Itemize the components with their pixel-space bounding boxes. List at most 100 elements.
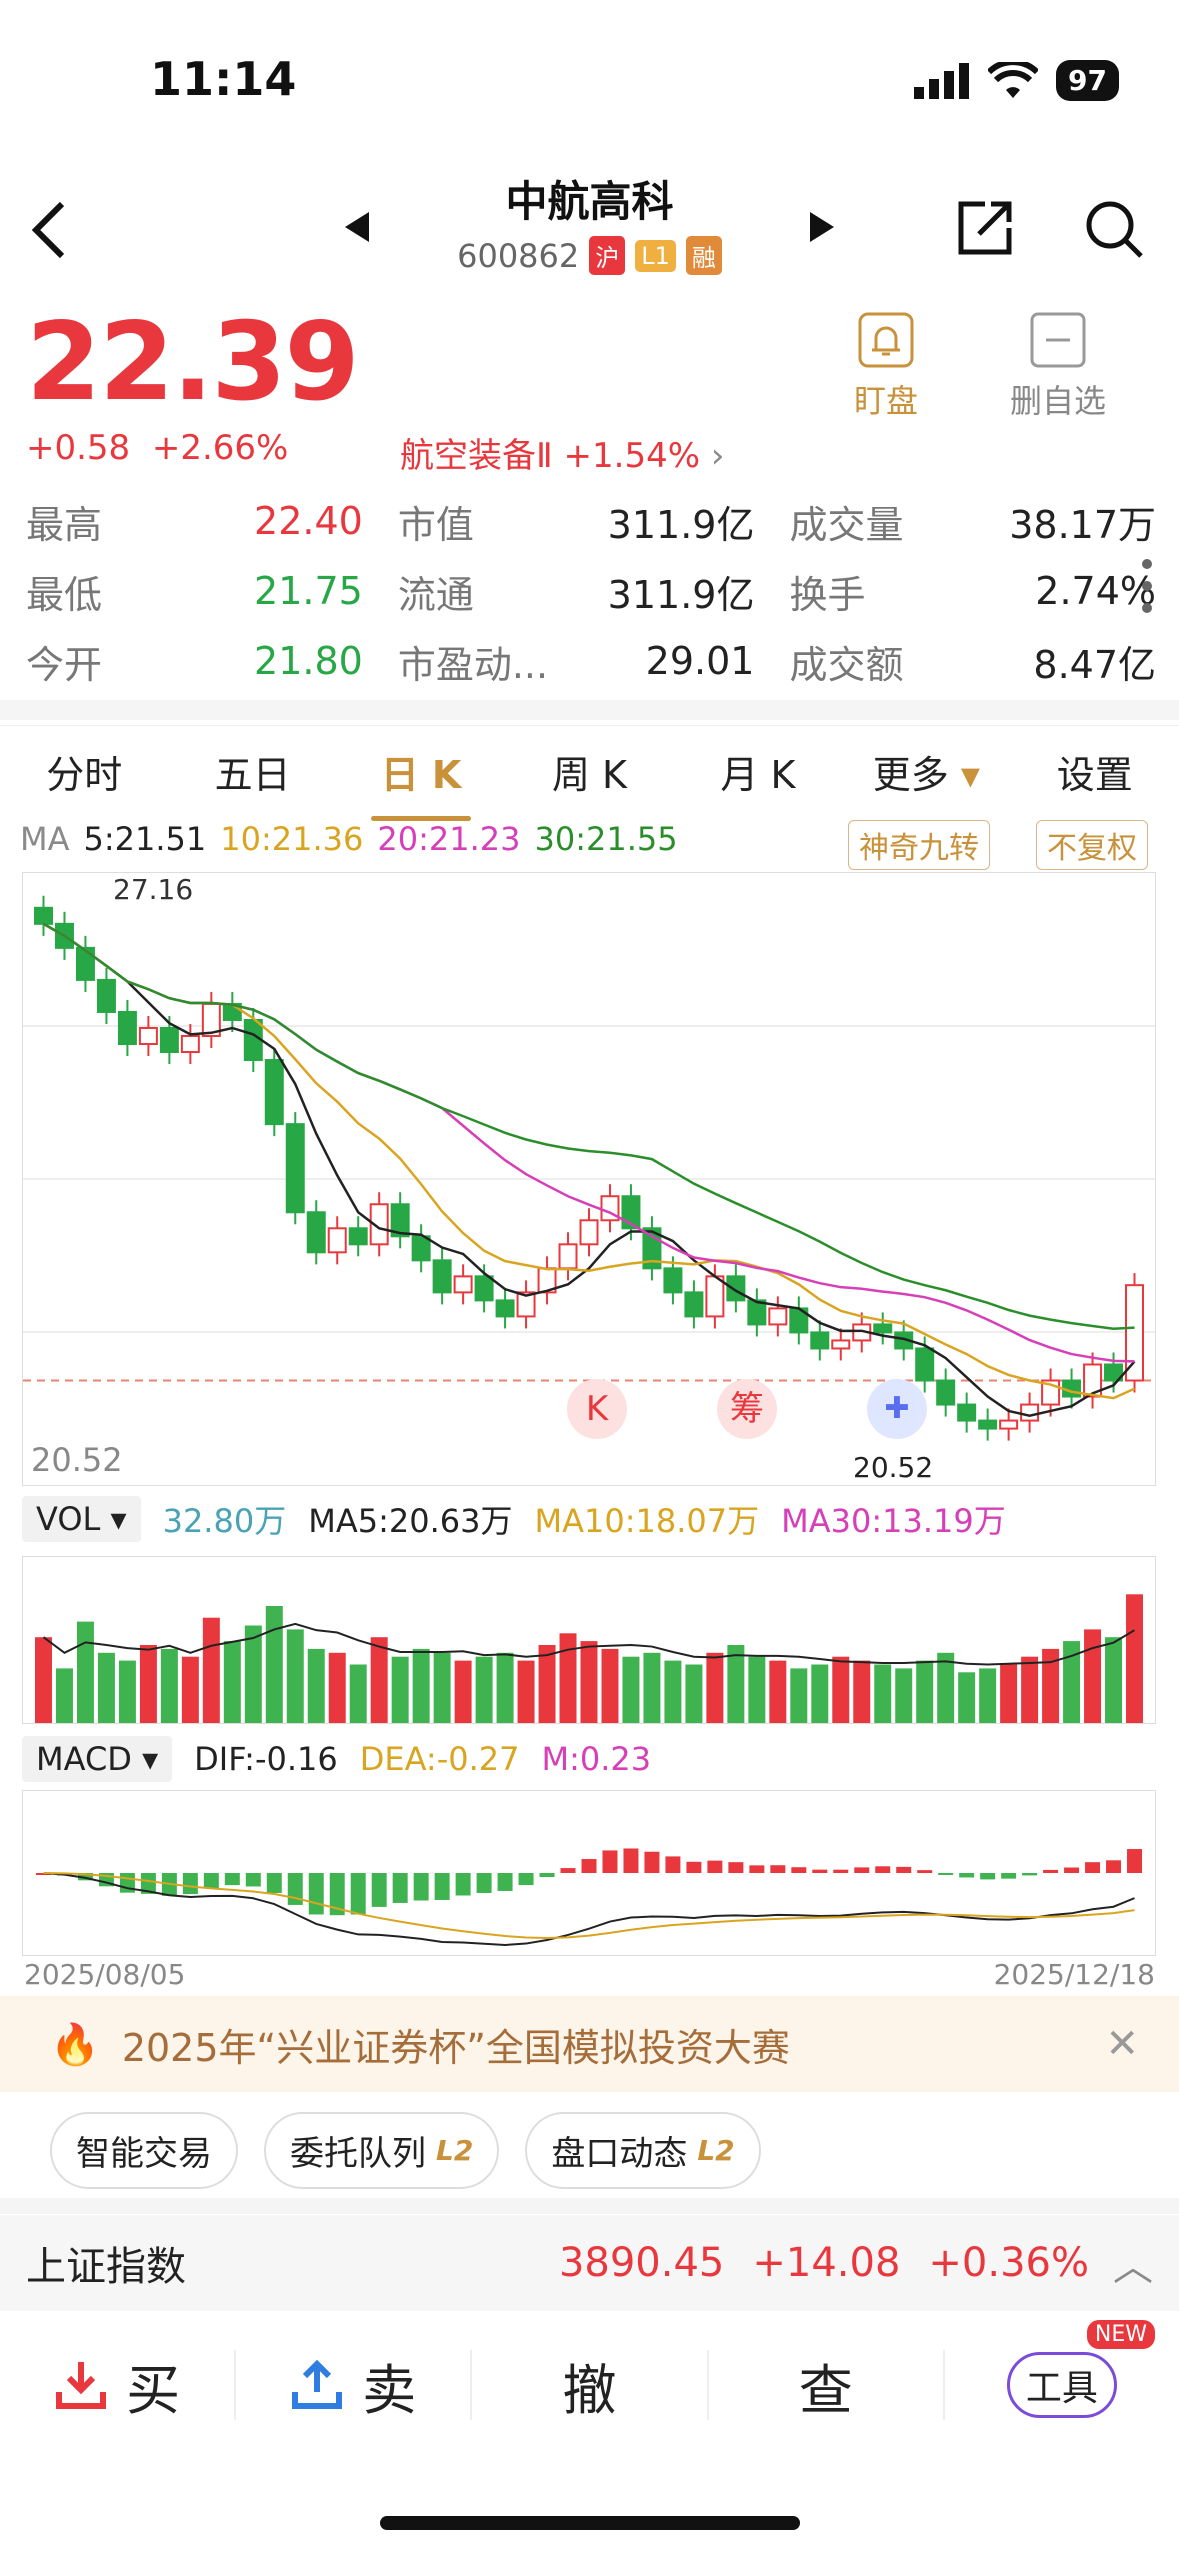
- k-badge[interactable]: K: [567, 1379, 627, 1439]
- macd-bar: [434, 1873, 450, 1900]
- cancel-order-button[interactable]: 撤: [472, 2350, 709, 2422]
- macd-bar: [917, 1870, 933, 1873]
- exchange-tag: 沪: [589, 236, 626, 275]
- next-stock-icon[interactable]: [808, 212, 834, 242]
- ma20-value: 20:21.23: [377, 820, 521, 858]
- tab-item[interactable]: 月 K: [720, 752, 796, 797]
- candle-body: [558, 1243, 578, 1270]
- volume-bar: [832, 1656, 850, 1723]
- volume-bar: [559, 1633, 577, 1723]
- macd-bar: [413, 1873, 429, 1901]
- volume-bar: [895, 1668, 913, 1723]
- macd-bar: [791, 1867, 807, 1873]
- index-name: 上证指数: [26, 2244, 186, 2290]
- candle-body: [1083, 1363, 1103, 1398]
- macd-bar: [833, 1869, 849, 1873]
- tools-button[interactable]: NEW 工具: [945, 2320, 1179, 2420]
- game-icon[interactable]: ✚: [867, 1379, 927, 1439]
- current-price: 22.39: [26, 300, 360, 425]
- volume-bar: [160, 1648, 178, 1723]
- macd-dif: DIF:-0.16: [194, 1740, 338, 1778]
- candle-body: [264, 1059, 284, 1126]
- macd-dea: DEA:-0.27: [359, 1740, 520, 1778]
- macd-bar: [497, 1873, 513, 1891]
- tab-item[interactable]: 更多 ▾: [872, 752, 980, 797]
- tab-item[interactable]: 日 K: [337, 744, 505, 821]
- macd-bar: [938, 1873, 954, 1875]
- tab-item[interactable]: 五日: [214, 752, 291, 797]
- buy-button[interactable]: 买: [0, 2350, 237, 2422]
- volume-bar: [580, 1641, 598, 1723]
- chip-badge[interactable]: 筹: [717, 1379, 777, 1439]
- stock-code-row: 600862 沪 L1 融: [0, 236, 1179, 275]
- search-icon[interactable]: [1083, 198, 1145, 260]
- candle-body: [180, 1035, 200, 1054]
- macd-m: M:0.23: [541, 1740, 652, 1778]
- candle-body: [663, 1267, 683, 1294]
- volume-bar: [55, 1668, 73, 1723]
- prev-stock-icon[interactable]: [345, 212, 371, 242]
- feature-chip[interactable]: 智能交易: [50, 2112, 238, 2189]
- macd-dropdown[interactable]: MACD ▾: [22, 1736, 173, 1782]
- volume-bar: [685, 1664, 703, 1723]
- chip-label: 委托队列: [290, 2134, 426, 2174]
- more-vertical-icon[interactable]: [1140, 556, 1154, 616]
- tools-label: 工具: [1006, 2352, 1117, 2418]
- quote-cell: 市盈动... 29.01: [398, 634, 755, 689]
- volume-bar: [223, 1641, 241, 1723]
- macd-bar: [455, 1873, 471, 1896]
- tab-item[interactable]: 分时: [46, 752, 123, 797]
- candle-body: [873, 1323, 893, 1334]
- volume-bar: [496, 1652, 514, 1723]
- quote-cell: 最低 21.75: [26, 564, 363, 619]
- candle-body: [999, 1419, 1019, 1430]
- quote-cell: 流通 311.9亿: [398, 564, 755, 619]
- chevron-up-icon[interactable]: ︿: [1113, 2244, 1153, 2290]
- vol-header: VOL ▾ 32.80万 MA5:20.63万 MA10:18.07万 MA30…: [22, 1496, 1006, 1542]
- tab-item[interactable]: 周 K: [551, 752, 627, 797]
- candle-body: [432, 1259, 452, 1294]
- sector-link[interactable]: 航空装备Ⅱ +1.54% ›: [400, 436, 725, 476]
- ma5-line: [42, 922, 1136, 1418]
- quote-value: 311.9亿: [607, 572, 755, 617]
- quote-value: 2.74%: [1035, 569, 1157, 613]
- magic-nine-button[interactable]: 神奇九转: [848, 820, 990, 870]
- volume-svg: [35, 1594, 1143, 1723]
- close-icon[interactable]: ✕: [1105, 2021, 1139, 2067]
- index-bar[interactable]: 上证指数 3890.45 +14.08 +0.36% ︿: [0, 2215, 1179, 2311]
- quote-label: 今开: [26, 642, 103, 687]
- chip-label: 智能交易: [76, 2134, 212, 2174]
- back-icon[interactable]: [30, 200, 70, 260]
- macd-bar: [1127, 1849, 1142, 1873]
- adjust-button[interactable]: 不复权: [1036, 820, 1148, 870]
- sell-button[interactable]: 卖: [236, 2350, 473, 2422]
- volume-bar: [517, 1660, 535, 1723]
- remove-watchlist-button[interactable]: 删自选: [998, 312, 1118, 422]
- volume-bar: [412, 1648, 430, 1723]
- quote-cell: 成交额 8.47亿: [789, 634, 1156, 689]
- macd-svg: [36, 1848, 1142, 1947]
- candle-body: [705, 1275, 725, 1318]
- kline-axis-low: 20.52: [31, 1441, 123, 1479]
- vol-dropdown[interactable]: VOL ▾: [22, 1496, 141, 1542]
- macd-chart[interactable]: [22, 1790, 1156, 1956]
- query-button[interactable]: 查: [709, 2350, 945, 2422]
- feature-chip[interactable]: 委托队列 L2: [264, 2112, 500, 2189]
- candle-body: [516, 1291, 536, 1318]
- watch-button[interactable]: 盯盘: [836, 312, 936, 422]
- macd-bar: [518, 1873, 534, 1886]
- macd-bar: [686, 1861, 702, 1873]
- chevron-down-icon: ▾: [948, 752, 980, 797]
- candle-body: [684, 1291, 704, 1318]
- volume-chart[interactable]: [22, 1556, 1156, 1724]
- upload-icon: [292, 2359, 343, 2409]
- macd-bar: [245, 1873, 261, 1887]
- kline-chart[interactable]: 27.16 20.52 20.52 K 筹 ✚: [22, 872, 1156, 1486]
- volume-bar: [748, 1656, 766, 1723]
- contest-banner[interactable]: 🔥 2025年“兴业证券杯”全国模拟投资大赛 ✕: [0, 1996, 1179, 2092]
- feature-chip[interactable]: 盘口动态 L2: [525, 2112, 761, 2189]
- tab-item[interactable]: 设置: [1056, 752, 1133, 797]
- candle-body: [915, 1347, 935, 1382]
- share-icon[interactable]: [955, 198, 1015, 258]
- vol-ma30: MA30:13.19万: [781, 1502, 1006, 1540]
